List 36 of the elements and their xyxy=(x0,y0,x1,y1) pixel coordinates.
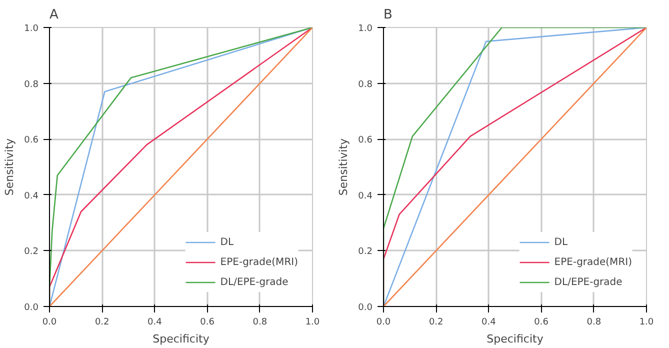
y-tick-label: 0.2 xyxy=(358,247,373,258)
y-tick-label: 1.0 xyxy=(24,24,39,34)
legend-label: DL/EPE-grade xyxy=(220,276,288,288)
y-tick-label: 0.4 xyxy=(24,191,39,202)
x-axis-title: Specificity xyxy=(486,332,544,346)
legend-label: EPE-grade(MRI) xyxy=(220,256,298,268)
legend-label: DL xyxy=(220,236,235,248)
x-tick-label: 0.8 xyxy=(586,318,602,328)
x-tick-label: 1.0 xyxy=(639,318,654,328)
chart-title: A xyxy=(50,8,58,22)
x-tick-label: 0.6 xyxy=(200,318,215,328)
y-tick-label: 0.6 xyxy=(358,136,373,146)
y-tick-label: 0.0 xyxy=(358,303,373,313)
legend-label: DL/EPE-grade xyxy=(554,276,622,288)
x-tick-label: 1.0 xyxy=(305,318,320,328)
y-tick-label: 0.6 xyxy=(24,136,39,146)
x-tick-label: 0.4 xyxy=(482,318,496,328)
y-tick-label: 0.8 xyxy=(24,80,39,90)
y-tick-label: 0.8 xyxy=(358,80,373,90)
x-tick-label: 0.8 xyxy=(252,318,268,328)
y-tick-label: 0.0 xyxy=(24,303,39,313)
y-axis-title: Sensitivity xyxy=(3,138,16,196)
legend-label: DL xyxy=(554,236,569,248)
x-tick-label: 0.0 xyxy=(42,318,57,328)
y-tick-label: 0.4 xyxy=(358,191,373,202)
x-axis-title: Specificity xyxy=(152,332,210,346)
y-axis-title: Sensitivity xyxy=(337,138,350,196)
legend-label: EPE-grade(MRI) xyxy=(554,256,632,268)
x-tick-label: 0.4 xyxy=(148,318,162,328)
x-tick-label: 0.2 xyxy=(94,318,110,328)
x-tick-label: 0.2 xyxy=(428,318,444,328)
x-tick-label: 0.6 xyxy=(534,318,549,328)
x-tick-label: 0.0 xyxy=(376,318,391,328)
chart-title: B xyxy=(384,8,392,22)
y-tick-label: 1.0 xyxy=(358,24,373,34)
y-tick-label: 0.2 xyxy=(24,247,39,258)
